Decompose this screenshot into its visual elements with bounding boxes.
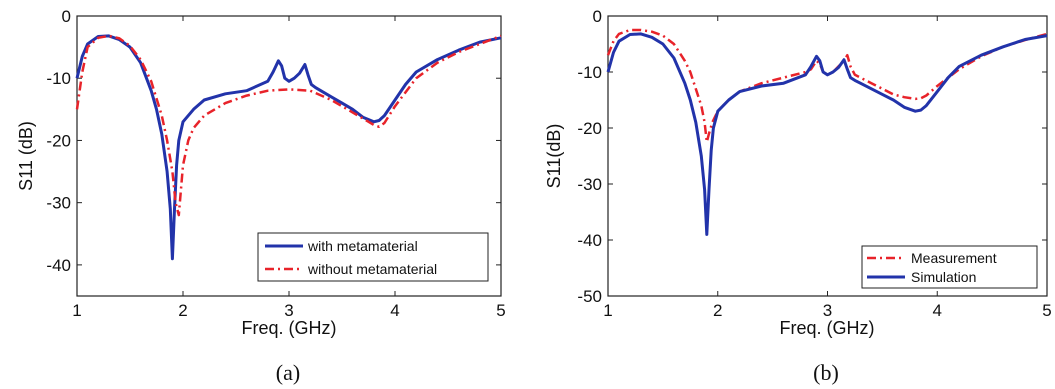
legend: with metamaterial without metamaterial	[257, 232, 489, 282]
caption-b: (b)	[813, 360, 839, 385]
legend-label-simulation: Simulation	[911, 269, 976, 285]
series-line-measurement	[606, 28, 1048, 144]
x-tick-label: 5	[1042, 301, 1051, 320]
y-tick-label: -10	[46, 69, 71, 88]
legend: Measurement Simulation	[861, 245, 1038, 289]
y-tick-label: -30	[46, 194, 71, 213]
y-tick-label: -20	[46, 131, 71, 150]
y-tick-label: -10	[577, 63, 602, 82]
series-line-with-metamaterial	[75, 34, 502, 261]
chart-panel-a: 1 2 3 4 50-10-20-30-40 Freq. (GHz) S11 (dB) …	[16, 7, 506, 385]
series-group	[606, 28, 1048, 236]
y-axis-label: S11 (dB)	[16, 121, 36, 191]
caption-a: (a)	[276, 360, 300, 385]
series-group	[75, 34, 502, 261]
legend-label-with-metamaterial: with metamaterial	[307, 238, 418, 254]
x-tick-label: 3	[823, 301, 832, 320]
x-tick-label: 3	[284, 301, 293, 320]
x-tick-label: 1	[72, 301, 81, 320]
series-line-simulation	[606, 32, 1048, 236]
x-tick-label: 2	[178, 301, 187, 320]
legend-box	[257, 232, 489, 282]
x-tick-label: 1	[603, 301, 612, 320]
series-line-without-metamaterial	[75, 34, 502, 217]
x-tick-label: 5	[496, 301, 505, 320]
x-tick-label: 2	[713, 301, 722, 320]
axis-ticks: 1 2 3 4 5 0 -10 -20 -30 -40	[46, 7, 505, 320]
y-tick-label: -20	[577, 119, 602, 138]
y-axis-label: S11(dB)	[544, 124, 564, 189]
legend-box	[861, 245, 1038, 289]
y-tick-label: -30	[577, 175, 602, 194]
legend-label-measurement: Measurement	[911, 250, 997, 266]
x-tick-label: 4	[390, 301, 399, 320]
y-tick-label: -50	[577, 287, 602, 306]
x-tick-label: 4	[933, 301, 942, 320]
y-tick-label: -40	[46, 256, 71, 275]
y-tick-label: 0	[62, 7, 71, 26]
legend-label-without-metamaterial: without metamaterial	[307, 261, 437, 277]
x-axis-label: Freq. (GHz)	[779, 318, 874, 338]
y-tick-label: 0	[593, 7, 602, 26]
chart-panel-b: 1 2 3 4 5 0 -10 -20 -30 -40 -50 Freq. (GHz) S11(dB…	[544, 7, 1052, 385]
axis-ticks: 1 2 3 4 5 0 -10 -20 -30 -40 -50	[577, 7, 1051, 320]
x-axis-label: Freq. (GHz)	[241, 318, 336, 338]
y-tick-label: -40	[577, 231, 602, 250]
